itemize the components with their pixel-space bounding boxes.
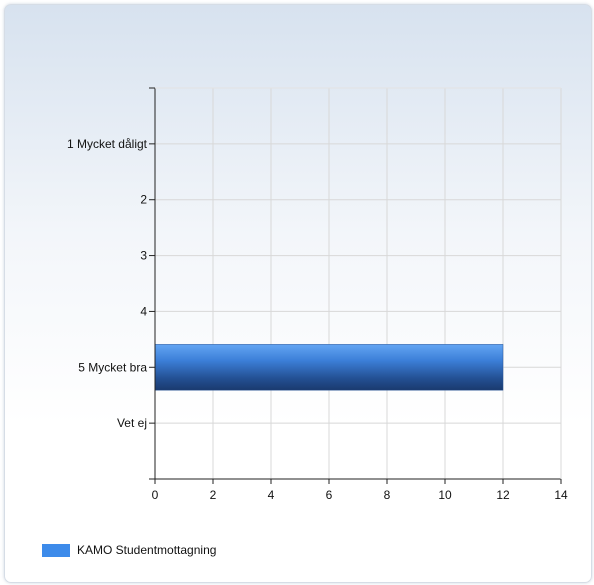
y-tick-label: Vet ej bbox=[117, 416, 147, 430]
bar bbox=[154, 344, 504, 391]
chart-panel bbox=[4, 4, 592, 583]
y-tick-label: 2 bbox=[140, 193, 147, 207]
legend-swatch bbox=[42, 543, 70, 557]
x-tick-label: 2 bbox=[210, 488, 217, 502]
y-tick-label: 4 bbox=[140, 304, 147, 318]
y-tick-label: 5 Mycket bra bbox=[78, 360, 147, 374]
x-tick-label: 14 bbox=[554, 488, 568, 502]
legend-label: KAMO Studentmottagning bbox=[77, 543, 217, 557]
x-tick-label: 4 bbox=[268, 488, 275, 502]
x-tick-label: 6 bbox=[326, 488, 333, 502]
x-tick-label: 10 bbox=[438, 488, 452, 502]
x-tick-label: 12 bbox=[496, 488, 510, 502]
x-tick-label: 0 bbox=[152, 488, 159, 502]
y-tick-label: 3 bbox=[140, 249, 147, 263]
y-tick-label: 1 Mycket dåligt bbox=[67, 137, 148, 151]
x-tick-label: 8 bbox=[384, 488, 391, 502]
legend: KAMO Studentmottagning bbox=[42, 542, 216, 558]
